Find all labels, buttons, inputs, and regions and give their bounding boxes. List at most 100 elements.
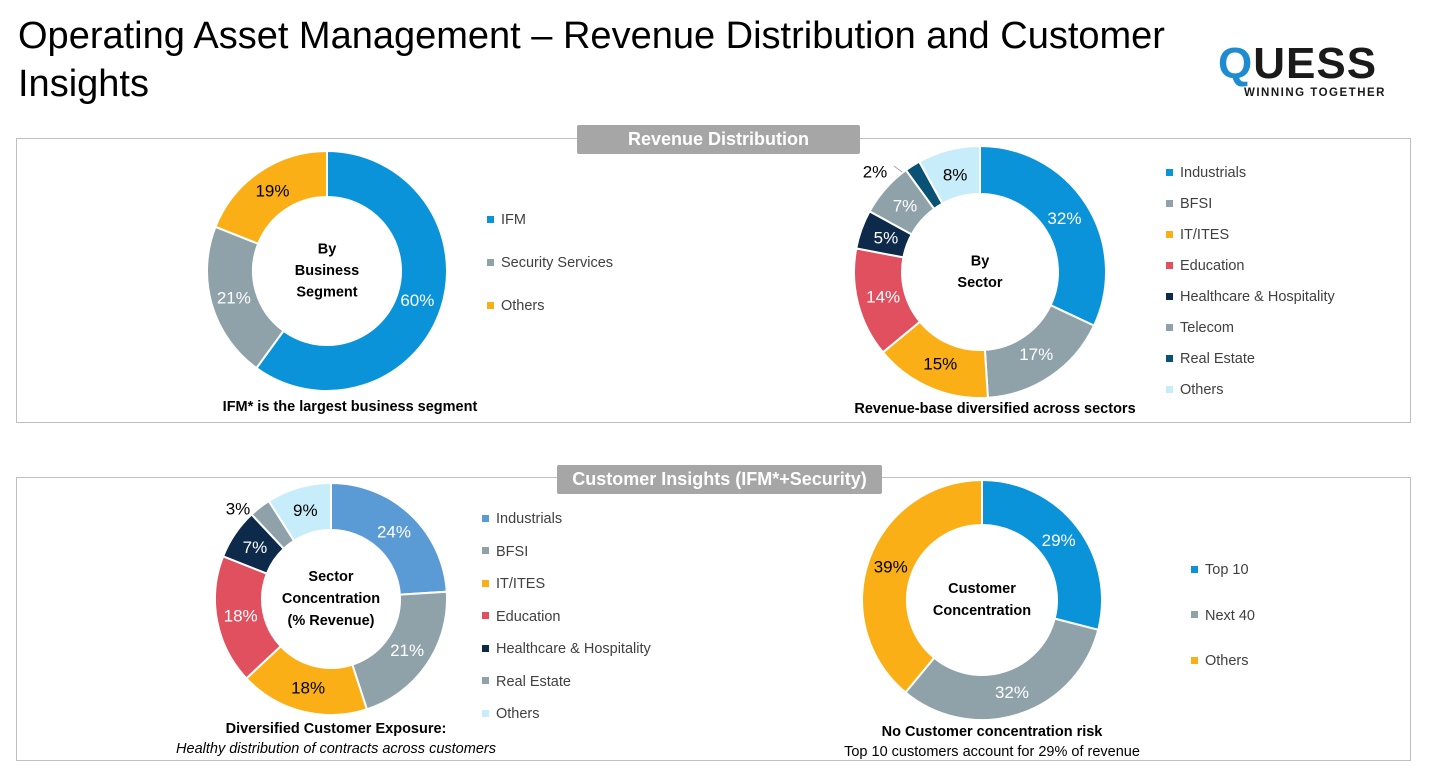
legend-label: Top 10 [1205, 562, 1249, 578]
legend-label: BFSI [496, 543, 529, 560]
data-label: 32% [1047, 209, 1081, 228]
data-label: 39% [874, 558, 908, 577]
legend-item: Education [482, 609, 561, 625]
legend-item: Top 10 [1191, 562, 1249, 578]
legend-swatch [1166, 199, 1173, 207]
data-label: 8% [943, 166, 968, 185]
quess-logo: QUESS WINNING TOGETHER [1218, 40, 1413, 102]
data-label: 29% [1042, 531, 1076, 550]
logo-rest: UESS [1253, 39, 1378, 88]
center-label: By [318, 242, 337, 258]
legend-item: Security Services [487, 255, 613, 271]
legend-label: Real Estate [1180, 351, 1255, 367]
legend-swatch [482, 612, 489, 620]
segment-caption: IFM* is the largest business segment [150, 399, 550, 415]
slice-top-10 [981, 478, 1103, 632]
data-label: 60% [400, 291, 434, 310]
legend-label: Education [1180, 258, 1245, 274]
legend-item: Others [487, 298, 545, 314]
legend-label: IFM [501, 212, 526, 228]
legend-item: Real Estate [482, 674, 571, 690]
data-label: 7% [243, 538, 268, 557]
legend-swatch [487, 301, 494, 309]
legend-item: Others [1166, 382, 1224, 398]
data-label: 3% [226, 500, 251, 519]
legend-item: BFSI [482, 544, 528, 560]
data-label: 15% [923, 354, 957, 373]
legend-swatch [482, 547, 489, 555]
slice-others [214, 149, 328, 246]
customer-insights-label: Customer Insights (IFM*+Security) [557, 465, 882, 494]
slice-industrials [979, 144, 1107, 327]
segment-caption-text: IFM* is the largest business segment [222, 399, 478, 415]
legend-item: Next 40 [1191, 608, 1255, 624]
legend-swatch [482, 709, 489, 717]
legend-swatch [1166, 385, 1173, 393]
sector-caption-text: Revenue-base diversified across sectors [854, 401, 1136, 417]
legend-label: Others [496, 706, 540, 722]
legend-item: IT/ITES [482, 576, 545, 592]
concentration-caption-line2: Healthy distribution of contracts across… [176, 741, 496, 757]
legend-label: Industrials [1180, 165, 1247, 181]
legend-item: Education [1166, 258, 1245, 274]
data-label: 14% [866, 287, 900, 306]
legend-swatch [1191, 565, 1198, 573]
center-label: Segment [296, 285, 357, 301]
data-label: 21% [217, 289, 251, 308]
concentration-caption-line1: Diversified Customer Exposure: [225, 721, 447, 737]
logo-q: Q [1218, 39, 1254, 88]
legend-label: Healthcare & Hospitality [496, 641, 651, 657]
center-label: By [971, 253, 990, 269]
legend-label: IT/ITES [496, 576, 546, 592]
leader-line [893, 165, 903, 173]
legend-swatch [487, 215, 494, 223]
slice-others [861, 478, 983, 694]
legend-swatch [1191, 656, 1198, 664]
customer-caption: No Customer concentration risk Top 10 cu… [792, 722, 1192, 762]
sector-concentration-donut-chart: 24% 21% 18% 18% 7% 3% 9% Sector Concentration (% … [214, 481, 448, 716]
legend-swatch [482, 644, 489, 652]
data-label: 9% [293, 501, 318, 520]
logo-tagline: WINNING TOGETHER [1244, 87, 1386, 99]
data-label: 32% [995, 683, 1029, 702]
legend-swatch [487, 258, 494, 266]
legend-label: Security Services [501, 255, 614, 271]
center-label: Customer [948, 581, 1016, 597]
center-label: Sector [308, 569, 353, 585]
legend-item: Healthcare & Hospitality [482, 641, 651, 657]
legend-swatch [1166, 292, 1173, 300]
data-label: 7% [893, 196, 918, 215]
legend-label: BFSI [1180, 196, 1213, 212]
slice-others [917, 144, 981, 206]
data-label: 18% [291, 679, 325, 698]
revenue-distribution-label: Revenue Distribution [577, 125, 860, 154]
legend-item: Others [1191, 653, 1249, 669]
customer-caption-line1: No Customer concentration risk [881, 724, 1103, 740]
concentration-caption: Diversified Customer Exposure: Healthy d… [136, 719, 536, 759]
legend-swatch [1166, 261, 1173, 269]
customer-caption-line2: Top 10 customers account for 29% of reve… [844, 744, 1140, 760]
page-title: Operating Asset Management – Revenue Dis… [18, 15, 1165, 105]
legend-swatch [482, 514, 489, 522]
legend-label: Real Estate [496, 673, 571, 690]
legend-item: Telecom [1166, 320, 1234, 336]
legend-item: Others [482, 706, 540, 722]
legend-item: Real Estate [1166, 351, 1255, 367]
legend-item: IT/ITES [1166, 227, 1229, 243]
data-label: 21% [390, 641, 424, 660]
legend-item: IFM [487, 212, 526, 228]
legend-item: Healthcare & Hospitality [1166, 289, 1335, 305]
legend-item: Industrials [482, 511, 562, 527]
legend-swatch [1166, 354, 1173, 362]
center-label: (% Revenue) [287, 613, 374, 629]
legend-label: Others [1205, 653, 1249, 669]
legend-swatch [1166, 230, 1173, 238]
business-segment-donut-chart: 60% 21% 19% By Business Segment [206, 149, 448, 392]
customer-concentration-donut-chart: 29% 32% 39% Customer Concentration [861, 478, 1103, 721]
legend-label: Education [496, 608, 561, 625]
legend-swatch [1166, 323, 1173, 331]
center-label: Business [295, 263, 359, 279]
legend-item: Industrials [1166, 165, 1246, 181]
legend-label: Industrials [496, 511, 563, 527]
data-label: 18% [224, 607, 258, 626]
